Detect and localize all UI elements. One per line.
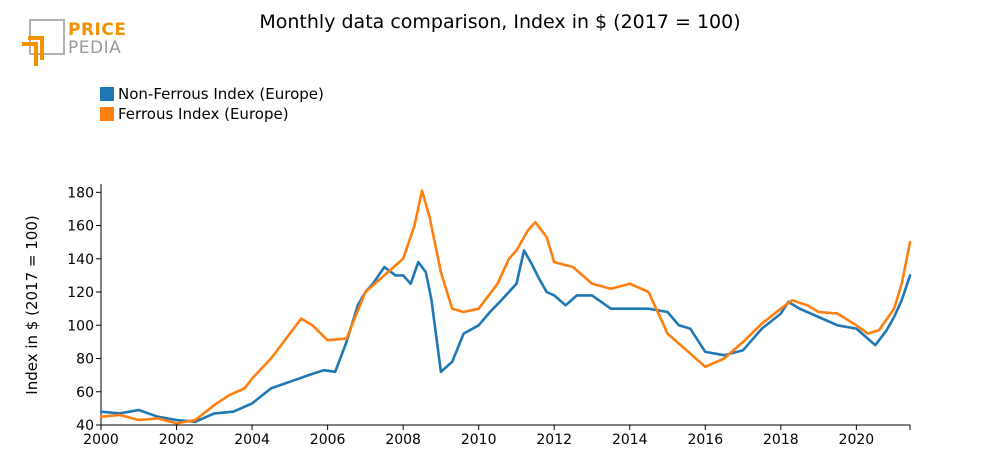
legend-label-non-ferrous: Non-Ferrous Index (Europe) [118,85,324,103]
x-tick-label: 2010 [461,432,497,448]
y-tick-label: 100 [67,318,94,334]
axes-layer: 40 60 80 100 120 140 160 180 2000 2002 2004 2006 200… [67,184,911,448]
legend-label-ferrous: Ferrous Index (Europe) [118,105,289,123]
y-tick-label: 80 [76,352,94,368]
y-tick-label: 120 [67,285,94,301]
legend-swatch-ferrous [100,107,114,121]
series-line-ferrous [99,189,912,425]
y-tick-label: 160 [67,219,94,235]
x-tick-label: 2016 [687,432,723,448]
x-tick-label: 2000 [83,432,119,448]
y-axis-label: Index in $ (2017 = 100) [23,215,41,394]
y-tick-label: 140 [67,252,94,268]
x-tick-label: 2004 [234,432,270,448]
series-line-non-ferrous [99,249,912,424]
legend-swatch-non-ferrous [100,87,114,101]
x-tick-label: 2012 [536,432,572,448]
x-tick-label: 2008 [385,432,421,448]
pricepedia-logo: PRICE PEDIA [20,18,130,70]
x-tick-label: 2006 [310,432,346,448]
x-tick-label: 2002 [159,432,195,448]
y-tick-label: 40 [76,418,94,434]
logo-mark-icon [22,19,65,66]
series-layer [99,189,912,425]
x-tick-label: 2014 [612,432,648,448]
legend-item-non-ferrous[interactable]: Non-Ferrous Index (Europe) [100,84,324,104]
logo-text-pedia: PEDIA [68,38,122,58]
x-tick-label: 2018 [763,432,799,448]
x-tick-label: 2020 [839,432,875,448]
chart-legend: Non-Ferrous Index (Europe) Ferrous Index… [100,84,324,124]
chart-title: Monthly data comparison, Index in $ (201… [259,11,741,33]
legend-item-ferrous[interactable]: Ferrous Index (Europe) [100,104,324,124]
y-tick-label: 60 [76,385,94,401]
y-tick-label: 180 [67,185,94,201]
logo-text-price: PRICE [68,20,127,40]
